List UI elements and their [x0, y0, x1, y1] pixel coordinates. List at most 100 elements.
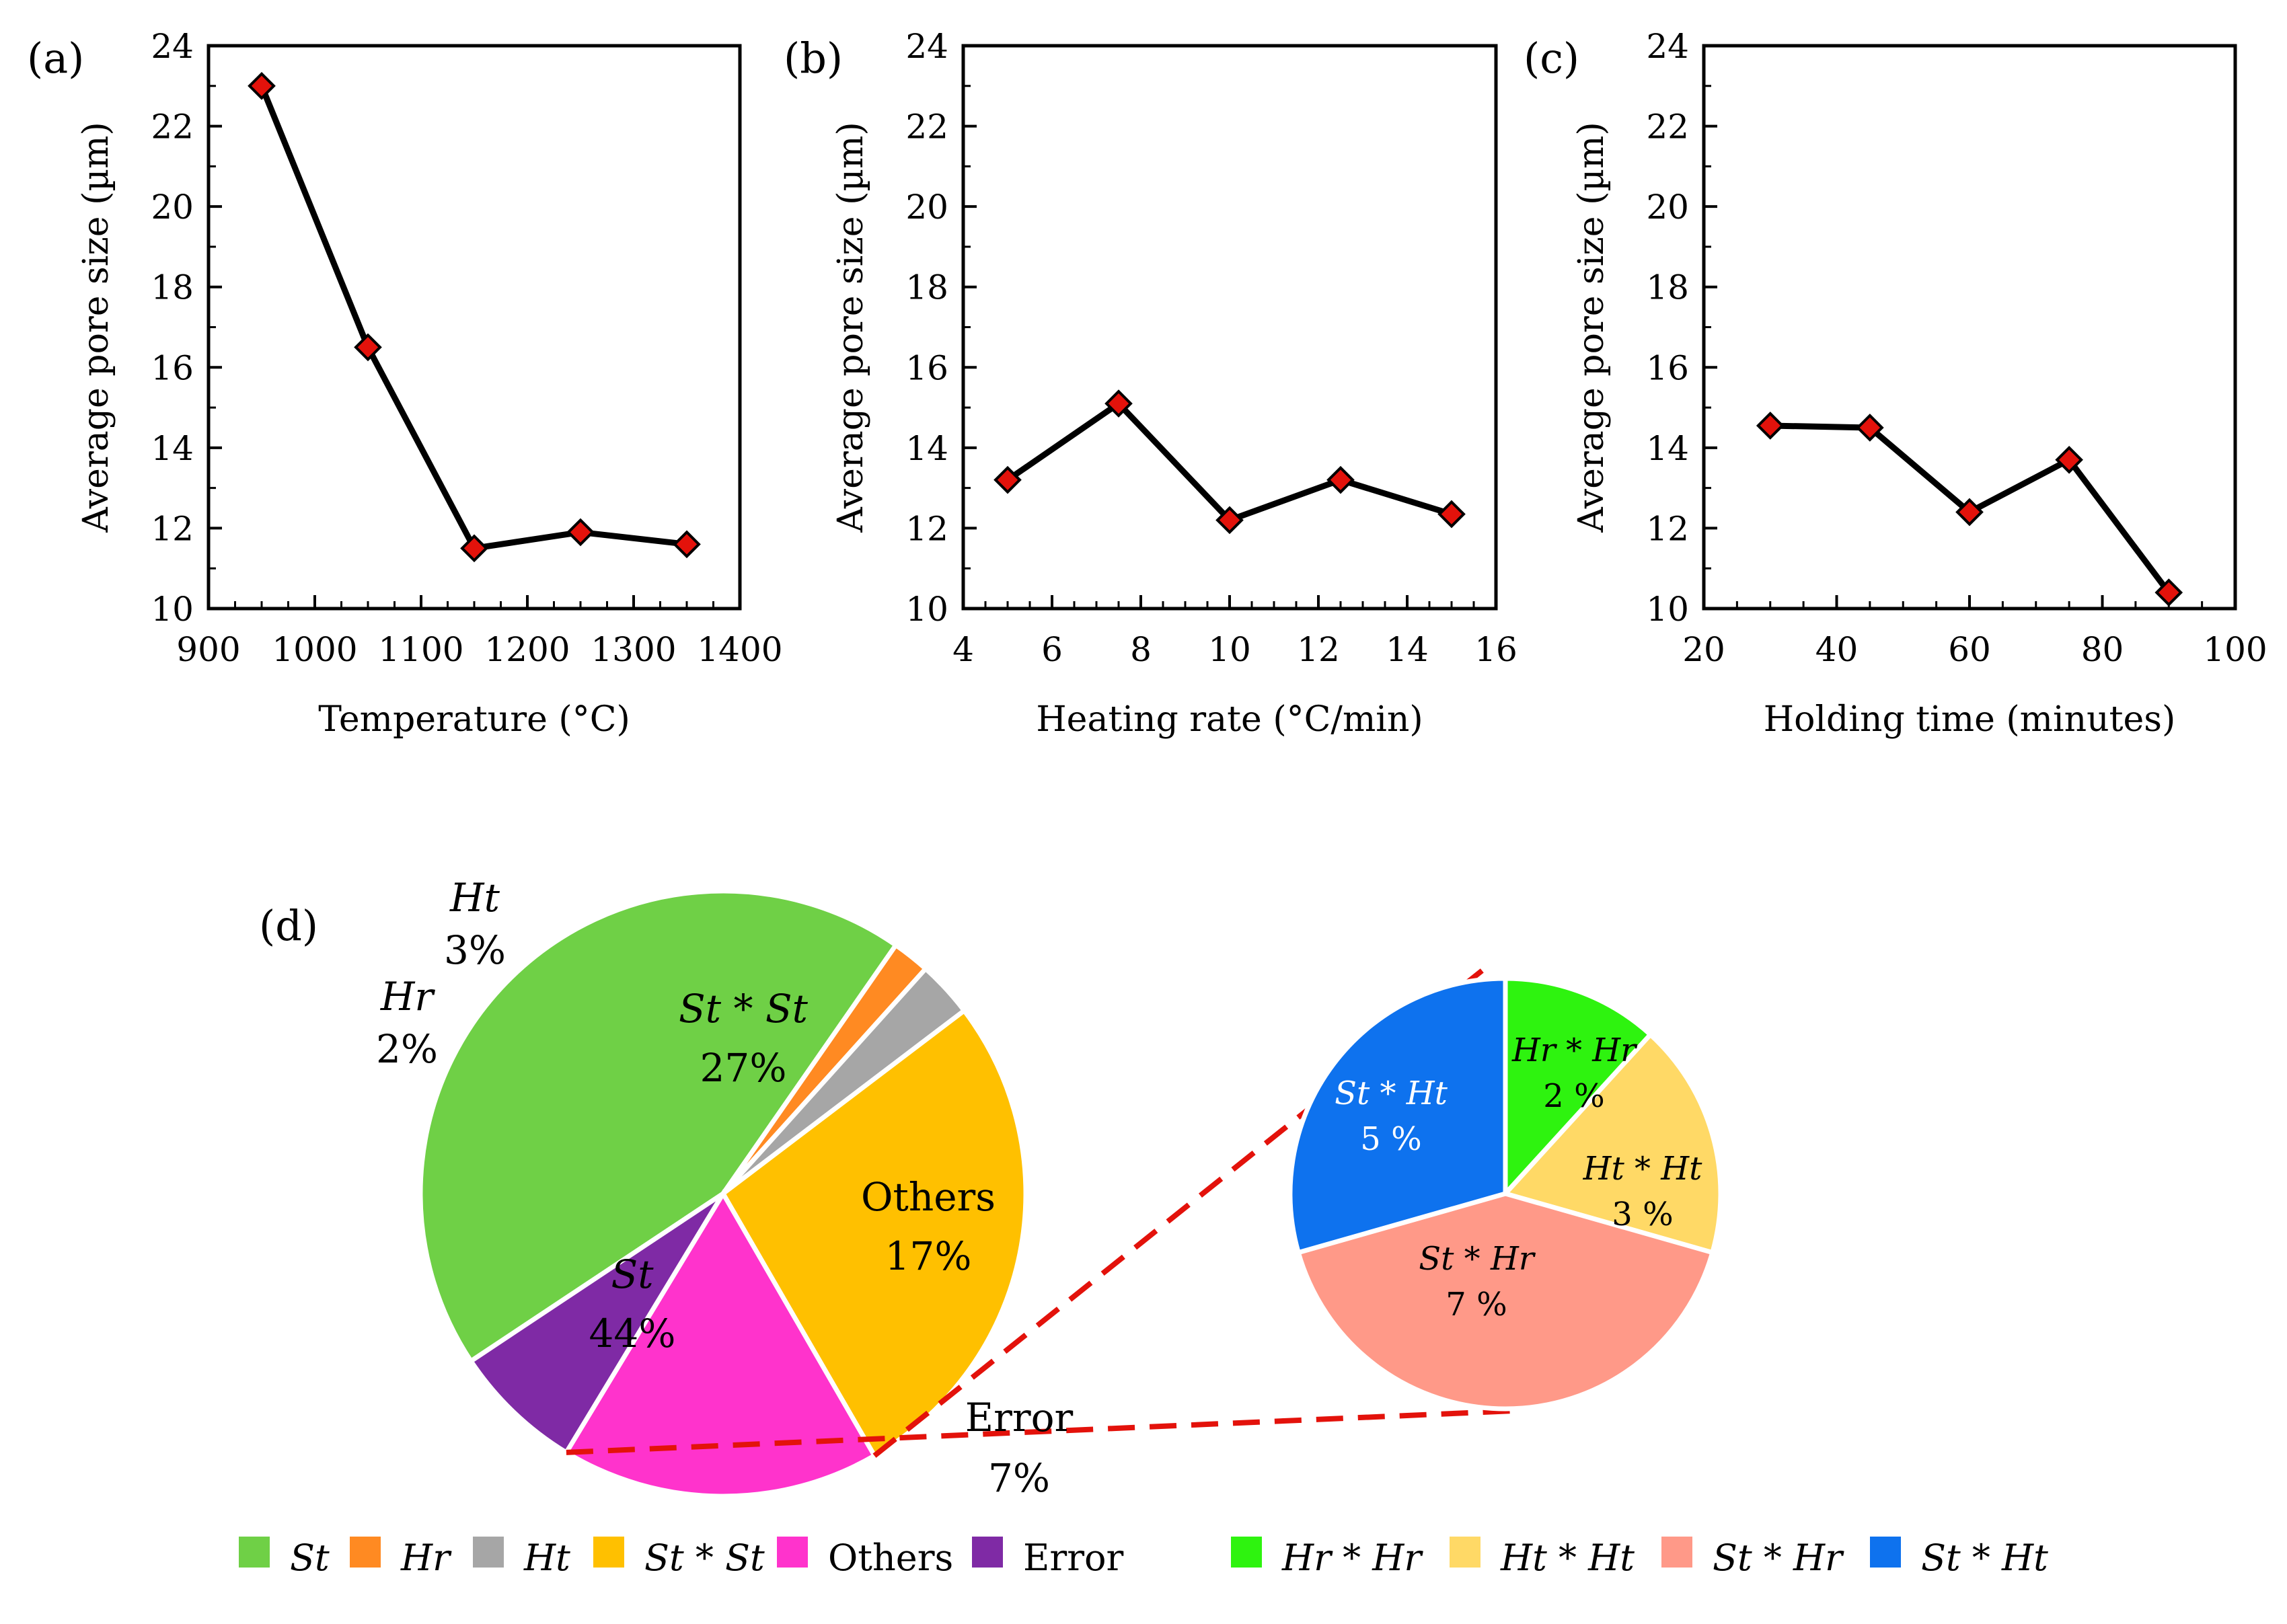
y-tick-label: 12 [151, 509, 194, 548]
x-axis-label: Heating rate (°C/min) [1036, 699, 1423, 740]
pie-label-name: Hr [380, 974, 436, 1019]
x-tick-label: 1300 [591, 630, 676, 669]
legend-swatch [473, 1537, 504, 1568]
breakout-label-name: Ht * Ht [1583, 1150, 1703, 1188]
y-tick-label: 16 [151, 348, 194, 387]
data-point [354, 333, 382, 362]
data-point [2154, 578, 2183, 607]
data-point [993, 465, 1022, 494]
legend-swatch [1870, 1537, 1901, 1568]
legend-swatch [1661, 1537, 1692, 1568]
legend-label: St * St [644, 1537, 765, 1579]
breakout-slice-st-ht [1287, 976, 1508, 1255]
x-axis-label: Holding time (minutes) [1764, 699, 2176, 740]
breakout-label-name: St * Hr [1419, 1240, 1536, 1278]
pie-label-value: 44% [589, 1311, 676, 1356]
pie-label-value: 17% [885, 1233, 972, 1279]
x-tick-label: 16 [1474, 630, 1517, 669]
pie-label-value: 7% [988, 1455, 1050, 1501]
pie-label-name: Others [861, 1174, 996, 1220]
y-tick-label: 20 [1646, 188, 1689, 227]
x-tick-label: 1100 [378, 630, 463, 669]
y-axis-label: Average pore size (µm) [1571, 122, 1612, 533]
panel-label: (a) [27, 34, 84, 83]
pie-label-name: Ht [449, 875, 500, 921]
y-tick-label: 14 [1646, 429, 1689, 468]
legend-label: St [290, 1537, 330, 1579]
data-point [1856, 414, 1884, 442]
y-tick-label: 18 [1646, 268, 1689, 307]
legend-label: St * Hr [1713, 1537, 1844, 1579]
data-point [1955, 498, 1984, 527]
legend-label: Ht [523, 1537, 570, 1579]
pie-label-value: 3% [444, 927, 506, 973]
breakout-slice-ht-ht [1501, 1031, 1723, 1255]
y-tick-label: 18 [151, 268, 194, 307]
y-tick-label: 20 [151, 188, 194, 227]
breakout-label-value: 2 % [1543, 1077, 1604, 1115]
pie-label-name: Error [965, 1395, 1074, 1440]
y-axis-label: Average pore size (µm) [76, 122, 116, 533]
y-tick-label: 14 [151, 429, 194, 468]
data-point [2055, 445, 2083, 474]
pie-slice-st [418, 888, 899, 1364]
data-point [1437, 500, 1466, 529]
legend-swatch [239, 1537, 270, 1568]
legend-swatch [972, 1537, 1003, 1568]
y-tick-label: 10 [905, 590, 948, 629]
data-point [1104, 389, 1133, 418]
x-tick-label: 14 [1386, 630, 1429, 669]
breakout-label-name: Hr * Hr [1511, 1032, 1638, 1069]
breakout-label-value: 3 % [1612, 1196, 1673, 1233]
chart-3: 20 40 60 80 100 10 12 14 16 18 20 22 24 Holding time … [1524, 27, 2267, 740]
legend-swatch [1450, 1537, 1480, 1568]
data-point [248, 71, 276, 100]
pie-label-name: St [611, 1251, 654, 1297]
y-tick-label: 10 [1646, 590, 1689, 629]
pie-slice-error [467, 1192, 725, 1456]
x-tick-label: 1200 [484, 630, 570, 669]
chart-1: 900 1000 1100 1200 1300 1400 10 12 14 16 18 20 22 24 T… [27, 27, 783, 740]
pie-slice-others [563, 1189, 878, 1499]
chart-4: (d) St 44% Hr 2% Ht 3% St * St 27% Others 17% Error… [239, 875, 2048, 1579]
y-tick-label: 22 [905, 108, 948, 147]
legend-label: Hr * Hr [1281, 1537, 1423, 1579]
pie-label-name: St * St [679, 986, 809, 1032]
breakout-label-value: 5 % [1360, 1120, 1421, 1158]
y-tick-label: 22 [151, 108, 194, 147]
x-tick-label: 10 [1208, 630, 1251, 669]
x-tick-label: 1000 [272, 630, 357, 669]
chart-2: 4 6 8 10 12 14 16 10 12 14 16 18 20 22 24 Heating rate … [784, 27, 1517, 740]
data-point [1326, 465, 1355, 494]
y-tick-label: 24 [1646, 27, 1689, 66]
data-point [566, 518, 595, 547]
series-line [1006, 400, 1453, 523]
pie-label-value: 2% [376, 1026, 438, 1072]
y-tick-label: 12 [1646, 509, 1689, 548]
x-tick-label: 4 [952, 630, 974, 669]
plot-frame [207, 44, 742, 611]
y-tick-label: 24 [151, 27, 194, 66]
panel-label: (c) [1524, 34, 1579, 83]
x-tick-label: 80 [2081, 630, 2124, 669]
y-tick-label: 18 [905, 268, 948, 307]
x-tick-label: 6 [1041, 630, 1063, 669]
legend-label: St * Ht [1921, 1537, 2048, 1579]
legend-swatch [777, 1537, 808, 1568]
y-tick-label: 24 [905, 27, 948, 66]
x-tick-label: 100 [2203, 630, 2267, 669]
y-tick-label: 16 [905, 348, 948, 387]
x-tick-label: 60 [1948, 630, 1991, 669]
legend-label: Error [1023, 1537, 1124, 1579]
panel-label: (d) [259, 901, 318, 950]
x-tick-label: 900 [176, 630, 240, 669]
legend-swatch [350, 1537, 381, 1568]
breakout-label-value: 7 % [1446, 1286, 1507, 1323]
x-tick-label: 1400 [697, 630, 782, 669]
breakout-label-name: St * Ht [1335, 1075, 1448, 1112]
y-tick-label: 20 [905, 188, 948, 227]
y-tick-label: 16 [1646, 348, 1689, 387]
y-tick-label: 10 [151, 590, 194, 629]
y-axis-label: Average pore size (µm) [831, 122, 871, 533]
